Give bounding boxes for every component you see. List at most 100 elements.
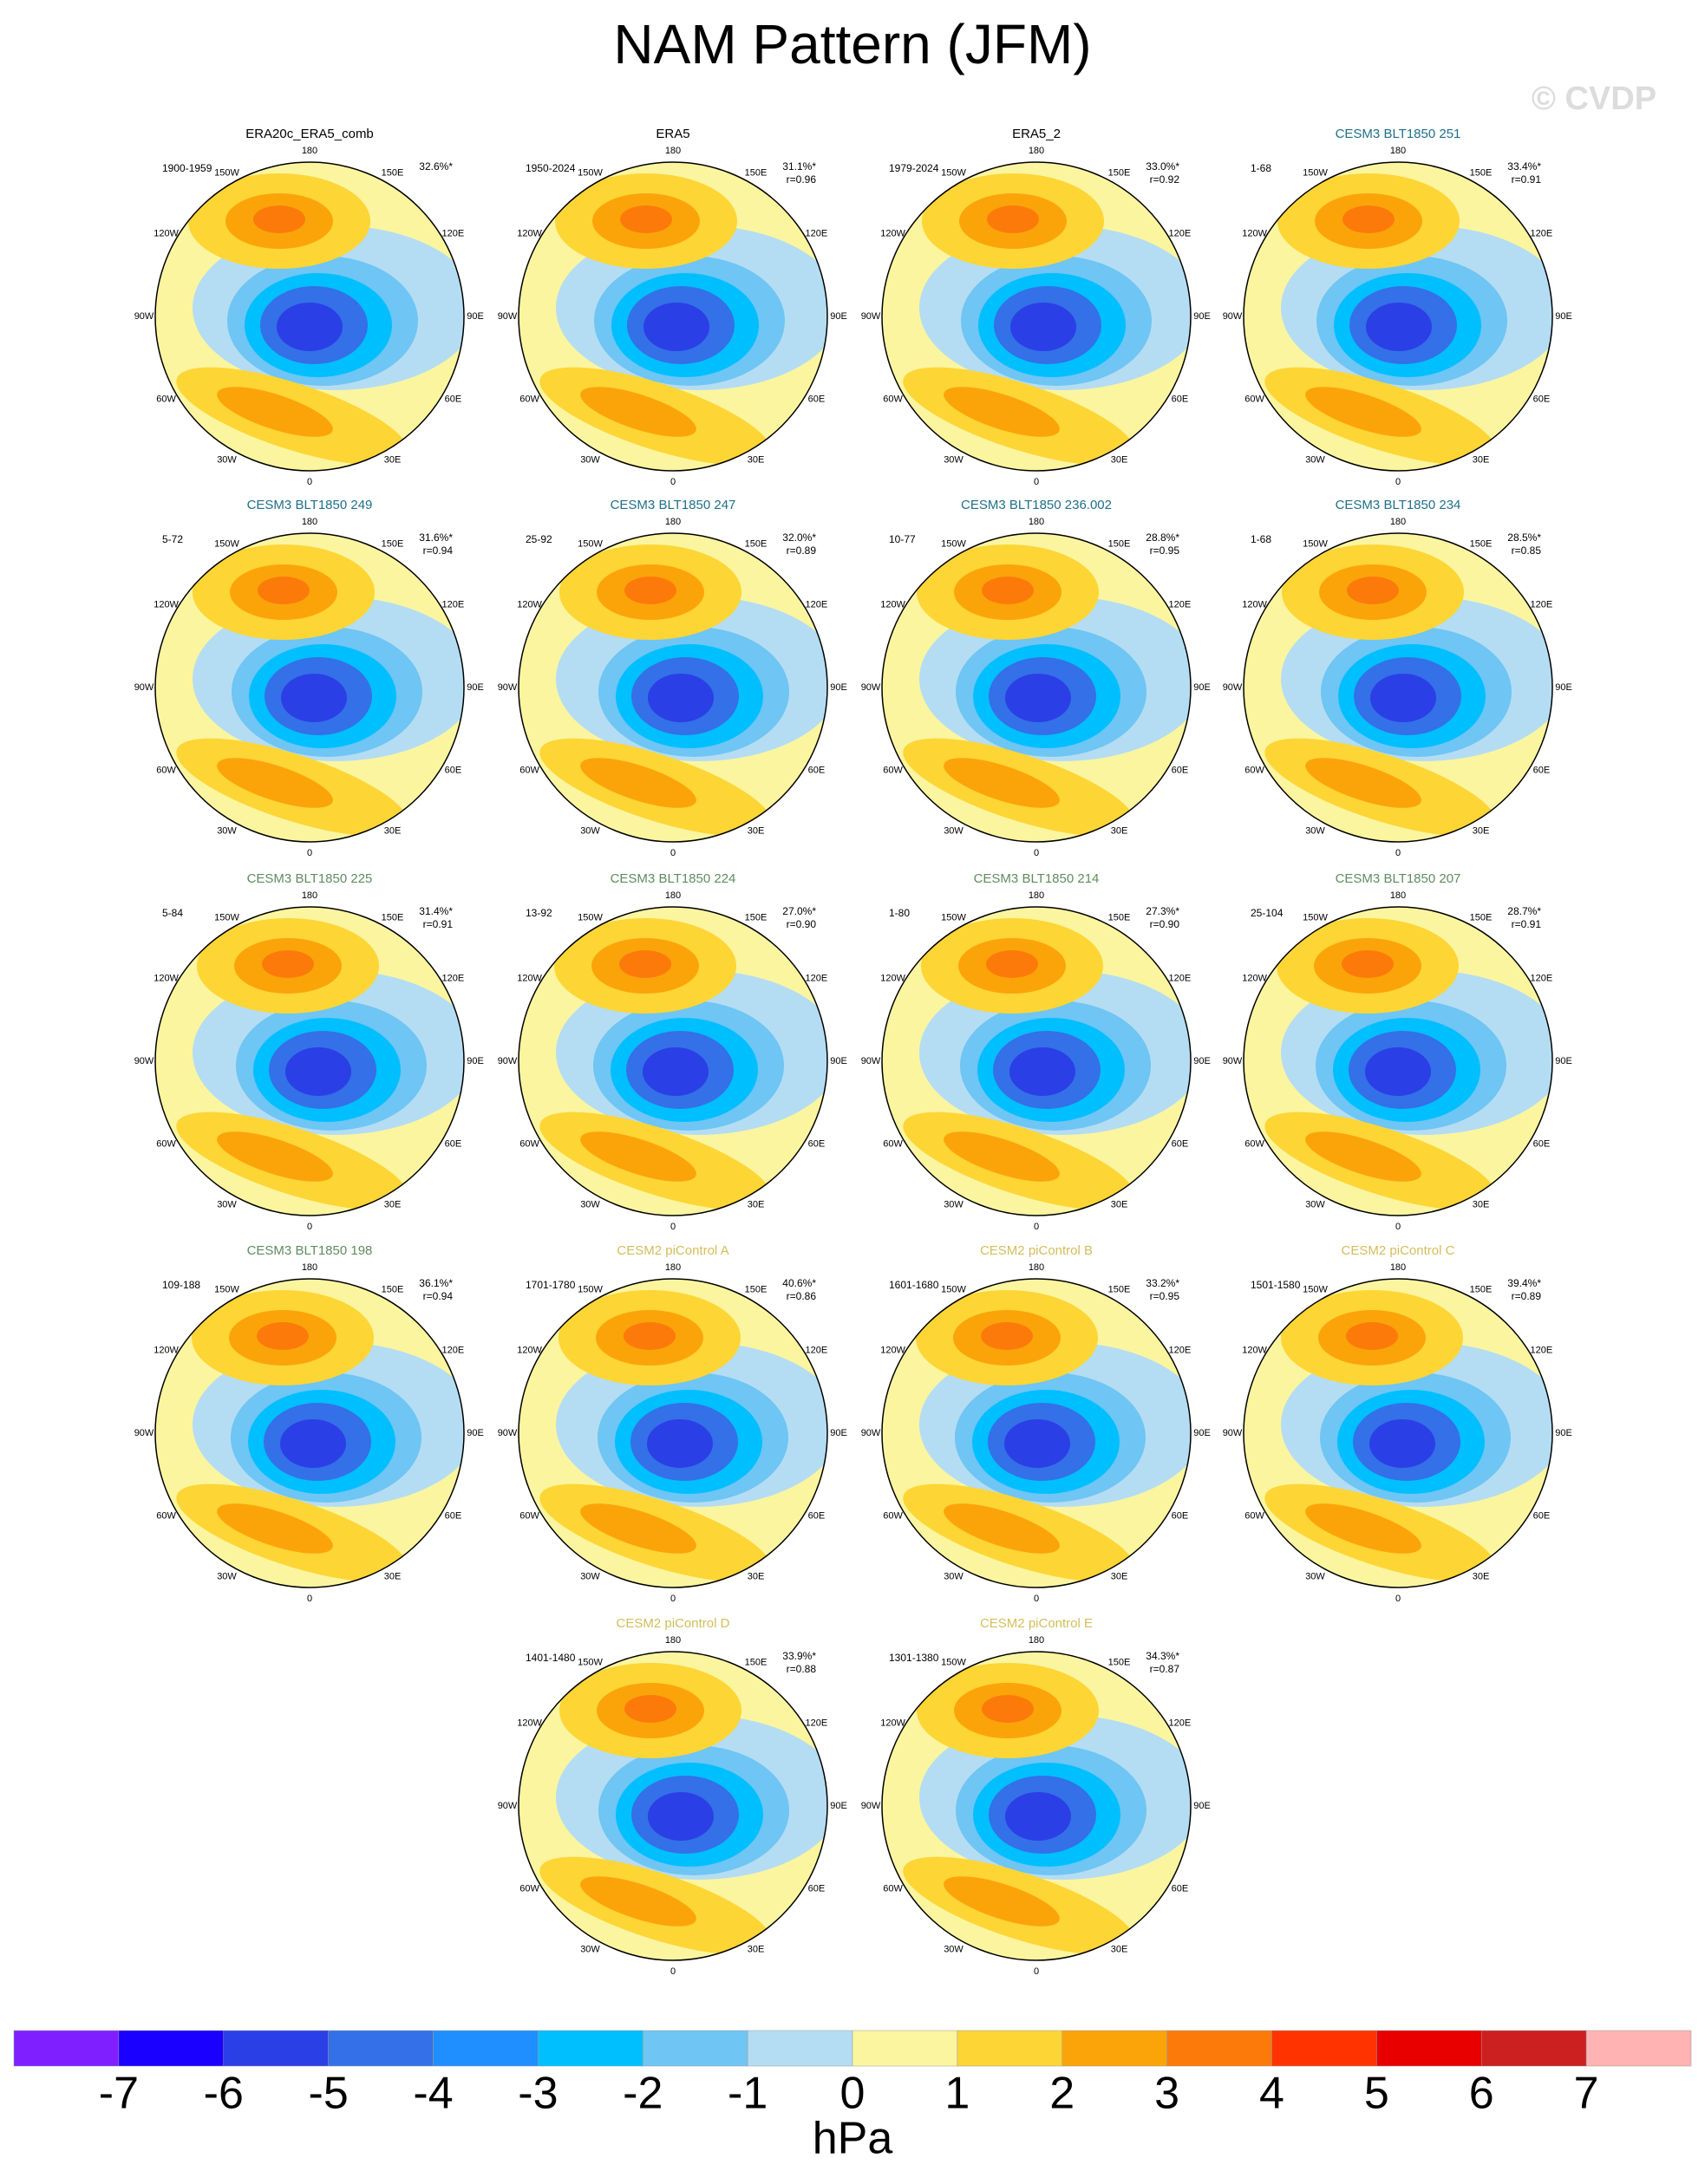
field-low [1366,303,1432,351]
longitude-label: 30E [384,825,402,836]
map-panel: 0 30E 60E 90E 120E 150E 180 150W 120W 90W 60W 30W CE… [498,498,847,858]
longitude-label: 30E [748,1199,765,1209]
panel-title: CESM3 BLT1850 251 [1336,127,1461,141]
longitude-label: 60E [1172,1510,1189,1521]
period-label: 25-92 [526,533,552,545]
longitude-label: 90E [830,682,847,693]
longitude-label: 90E [1193,311,1211,322]
longitude-label: 90W [498,682,518,693]
map-field [1244,1279,1552,1587]
map-panel: 0 30E 60E 90E 120E 150E 180 150W 120W 90W 60W 30W CE… [1223,127,1572,487]
map-border [1243,906,1553,1216]
longitude-label: 120W [880,1345,905,1355]
correlation-label: r=0.90 [1150,918,1180,930]
field-high [944,1503,1060,1554]
colorbar-tick-label: 6 [1469,2069,1494,2119]
longitude-label: 30E [748,825,765,836]
colorbar-box [328,2030,434,2067]
longitude-label: 0 [1395,477,1401,487]
map-field [882,1279,1191,1587]
longitude-label: 120W [154,599,179,610]
variance-label: 31.6%* [419,531,453,544]
longitude-label: 150W [941,1284,966,1294]
longitude-label: 60W [883,1138,903,1149]
period-label: 1501-1580 [1251,1279,1301,1291]
longitude-label: 150W [214,1284,239,1294]
map-field [519,907,827,1216]
colorbar-box [118,2030,224,2067]
longitude-label: 120E [442,973,465,983]
field-high [944,758,1060,808]
longitude-label: 90W [134,1428,154,1438]
longitude-label: 120E [1169,599,1192,610]
longitude-label: 180 [1029,146,1044,156]
map-border [154,532,465,843]
variance-label: 40.6%* [782,1277,816,1289]
longitude-label: 90W [134,682,154,693]
longitude-label: 90W [861,682,881,693]
longitude-label: 90E [467,1428,484,1438]
field-high [580,387,696,437]
longitude-label: 60E [808,1138,826,1149]
field-high [253,205,305,233]
longitude-label: 150E [1470,538,1493,549]
longitude-label: 90E [1193,1056,1211,1066]
longitude-label: 60W [883,1510,903,1521]
field-high [580,1131,696,1182]
variance-label: 27.3%* [1146,905,1179,917]
longitude-label: 180 [1029,890,1044,901]
longitude-label: 150E [745,1657,768,1667]
longitude-label: 150W [214,167,239,178]
colorbar-box [643,2030,748,2067]
period-label: 5-72 [162,533,183,545]
colorbar-box [1062,2030,1167,2067]
longitude-label: 150E [382,912,404,922]
map-border [518,161,828,472]
longitude-label: 180 [665,517,681,527]
map-field [519,1279,827,1587]
longitude-label: 150W [941,167,966,178]
longitude-label: 180 [665,146,681,156]
longitude-label: 120W [880,599,905,610]
panel-title: CESM3 BLT1850 198 [247,1243,373,1258]
longitude-label: 60W [1244,394,1264,404]
colorbar-tick-label: -5 [309,2069,349,2119]
longitude-label: 120W [880,973,905,983]
variance-label: 28.7%* [1507,905,1541,917]
longitude-label: 0 [1395,848,1401,858]
longitude-label: 30E [1111,1571,1128,1581]
map-panel: 0 30E 60E 90E 120E 150E 180 150W 120W 90W 60W 30W ER… [861,127,1211,487]
longitude-label: 120E [1169,1718,1192,1728]
map-field [882,533,1191,842]
longitude-label: 150E [1470,1284,1493,1294]
map-border [518,1651,828,1961]
longitude-label: 30W [217,454,237,465]
longitude-label: 60W [883,394,903,404]
longitude-label: 90E [467,682,484,693]
longitude-label: 90E [830,1056,847,1066]
longitude-label: 120E [1531,1345,1553,1355]
variance-label: 31.4%* [419,905,453,917]
longitude-label: 30E [748,1571,765,1581]
period-label: 1-68 [1251,533,1271,545]
colorbar-tick-label: -7 [99,2069,139,2119]
longitude-label: 30W [944,825,964,836]
correlation-label: r=0.85 [1512,544,1542,557]
field-high [624,1695,676,1723]
longitude-label: 60W [156,1510,176,1521]
longitude-label: 60W [156,394,176,404]
longitude-label: 150W [214,912,239,922]
field-low [648,1792,714,1841]
panel-title: CESM2 piControl A [617,1243,728,1258]
panel-title: CESM3 BLT1850 214 [974,871,1100,886]
longitude-label: 150E [1108,912,1131,922]
longitude-label: 60W [156,1138,176,1149]
longitude-label: 120W [517,973,542,983]
field-low [1369,1419,1435,1468]
longitude-label: 120E [1169,973,1192,983]
field-high [944,1876,1060,1926]
correlation-label: r=0.86 [787,1290,817,1302]
map-border [1243,161,1553,472]
longitude-label: 30W [944,454,964,465]
longitude-label: 150W [578,912,603,922]
